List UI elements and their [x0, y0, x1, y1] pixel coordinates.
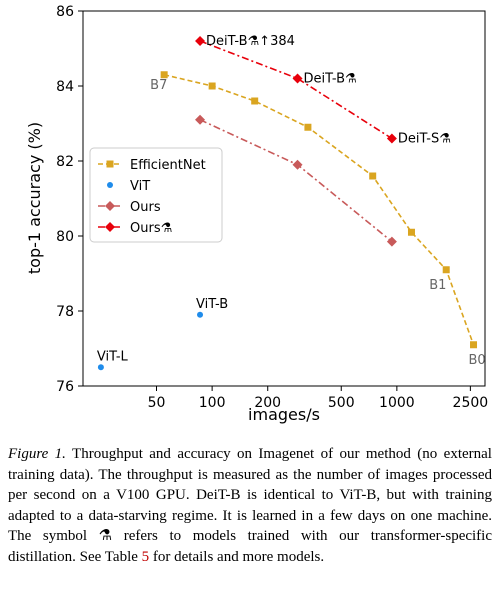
caption-label: Figure 1. — [8, 446, 66, 462]
plot-frame — [82, 10, 486, 387]
y-tick-label: 78 — [56, 304, 74, 320]
point-label: B0 — [469, 353, 486, 368]
x-tick-label: 100 — [199, 395, 226, 411]
legend-label: EfficientNet — [130, 158, 206, 173]
point-label: DeiT-B⚗ — [304, 72, 358, 87]
legend: EfficientNet ViT Ours Ours⚗ — [89, 147, 223, 243]
data-point — [292, 159, 303, 170]
x-tick-label: 500 — [328, 395, 355, 411]
x-tick-label: 1000 — [379, 395, 415, 411]
point-label: B7 — [150, 78, 167, 93]
legend-label: ViT — [130, 179, 150, 194]
point-label: B1 — [429, 278, 446, 293]
x-tick-label: 50 — [148, 395, 166, 411]
legend-label: Ours⚗ — [130, 221, 173, 236]
x-axis-label: images/s — [248, 405, 320, 424]
legend-box — [89, 147, 223, 243]
data-point — [386, 236, 397, 247]
caption-text: Throughput and accuracy on Imagenet of o… — [8, 446, 492, 565]
data-point — [442, 266, 450, 274]
legend-entry: Ours⚗ — [98, 221, 173, 236]
series-layer — [97, 36, 478, 371]
series-line — [199, 119, 393, 243]
y-tick-label: 80 — [56, 229, 74, 245]
x-axis-ticks: 50 100 200 500 1000 2500 — [148, 386, 489, 411]
y-tick-label: 84 — [56, 79, 74, 95]
point-label: ViT-B — [196, 297, 228, 312]
legend-entry: Ours — [98, 200, 161, 215]
caption-table-reference[interactable]: 5 — [141, 548, 150, 565]
accuracy-throughput-chart: 76 78 80 82 84 86 50 100 200 500 1000 2500 top-1 a… — [25, 4, 489, 424]
series-line — [199, 40, 393, 140]
y-tick-label: 82 — [56, 154, 74, 170]
legend-marker — [105, 201, 115, 211]
y-tick-label: 76 — [56, 379, 74, 395]
legend-entry: ViT — [107, 179, 150, 194]
series-line — [163, 73, 475, 346]
caption-text-end: for details and more models. — [149, 548, 325, 565]
series-0 — [160, 71, 478, 349]
data-point — [407, 228, 415, 236]
legend-marker — [107, 182, 113, 188]
series-2 — [195, 114, 397, 247]
data-point — [292, 73, 303, 84]
y-tick-label: 86 — [56, 4, 74, 20]
point-label: DeiT-S⚗ — [398, 132, 451, 147]
legend-marker — [105, 222, 115, 232]
data-point — [470, 341, 478, 349]
data-point — [97, 364, 104, 371]
data-point — [369, 172, 377, 180]
x-tick-label: 2500 — [453, 395, 489, 411]
series-1 — [97, 311, 204, 371]
data-point — [251, 97, 259, 105]
point-label: ViT-L — [97, 349, 129, 364]
y-axis-label: top-1 accuracy (%) — [25, 122, 44, 274]
y-axis-ticks: 76 78 80 82 84 86 — [56, 4, 83, 395]
data-point — [304, 123, 312, 131]
data-point — [197, 311, 204, 318]
series-3 — [195, 36, 397, 144]
data-point — [386, 133, 397, 144]
data-point — [195, 114, 206, 125]
point-labels-layer: B7 B1 B0 ViT-L ViT-B DeiT-B⚗↑384 DeiT-B⚗ DeiT-S… — [97, 34, 486, 368]
x-tick-label: 200 — [254, 395, 281, 411]
data-point — [195, 36, 206, 46]
point-label: DeiT-B⚗↑384 — [206, 34, 295, 49]
data-point — [208, 82, 216, 90]
legend-label: Ours — [130, 200, 161, 215]
figure-caption: Figure 1. Throughput and accuracy on Ima… — [8, 444, 492, 568]
legend-entry: EfficientNet — [98, 158, 206, 173]
legend-marker — [106, 160, 114, 168]
data-point — [160, 71, 168, 79]
